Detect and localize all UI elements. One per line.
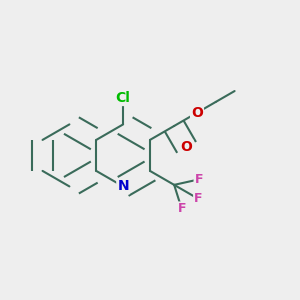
- Text: N: N: [117, 179, 129, 194]
- Text: F: F: [195, 173, 203, 186]
- Text: O: O: [191, 106, 203, 120]
- Text: O: O: [181, 140, 193, 154]
- Text: F: F: [178, 202, 186, 215]
- Text: Cl: Cl: [116, 91, 130, 105]
- Text: F: F: [194, 192, 202, 205]
